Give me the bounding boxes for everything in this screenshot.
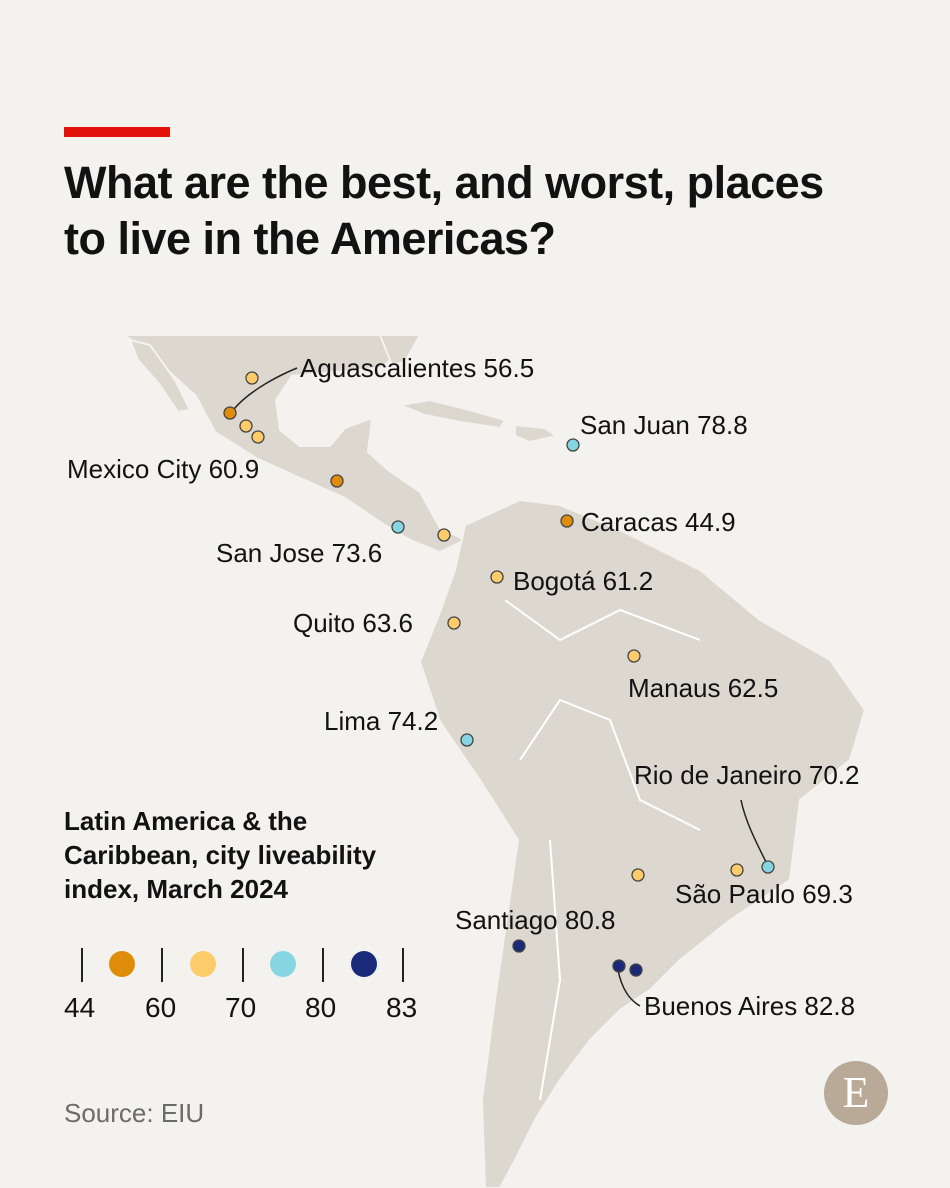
- dot-unlabeled-montevideo: [629, 963, 643, 977]
- legend-swatch-44-60: [109, 951, 135, 977]
- label-sao-paulo: São Paulo 69.3: [675, 879, 853, 909]
- label-san-juan: San Juan 78.8: [580, 410, 748, 440]
- label-mexico-city: Mexico City 60.9: [67, 454, 260, 484]
- legend-tick-44: 44: [64, 992, 96, 1023]
- legend-tick-70: 70: [225, 992, 257, 1023]
- economist-logo: E: [824, 1061, 888, 1125]
- label-buenos-aires: Buenos Aires 82.8: [644, 991, 856, 1021]
- legend-tick-83: 83: [386, 992, 418, 1023]
- dot-quito: [447, 616, 461, 630]
- dot-unlabeled-guatemala: [330, 474, 344, 488]
- label-caracas: Caracas 44.9: [581, 507, 736, 537]
- label-lima: Lima 74.2: [324, 706, 439, 736]
- page-title: What are the best, and worst, places to …: [64, 157, 824, 264]
- legend-title: Latin America & the Caribbean, city live…: [64, 806, 377, 904]
- dot-unlabeled-mexico-north: [245, 371, 259, 385]
- dot-unlabeled-mexico-south: [251, 430, 265, 444]
- dot-caracas: [560, 514, 574, 528]
- land-florida: [378, 334, 422, 367]
- dot-bogota: [490, 570, 504, 584]
- dot-unlabeled-panama: [437, 528, 451, 542]
- label-aguascalientes: Aguascalientes 56.5: [300, 353, 535, 383]
- label-san-jose: San Jose 73.6: [216, 538, 383, 568]
- land-hispaniola: [514, 423, 559, 444]
- label-santiago: Santiago 80.8: [455, 905, 616, 935]
- dot-san-jose: [391, 520, 405, 534]
- legend-swatches: [81, 948, 404, 982]
- dot-aguascalientes: [223, 406, 237, 420]
- legend-swatch-60-70: [190, 951, 216, 977]
- accent-bar: [64, 127, 170, 137]
- source-note: Source: EIU: [64, 1098, 205, 1128]
- land-baja: [128, 338, 192, 414]
- legend-tick-80: 80: [305, 992, 337, 1023]
- dot-lima: [460, 733, 474, 747]
- dot-manaus: [627, 649, 641, 663]
- borders: [504, 599, 701, 1101]
- leader-buenos-aires: [617, 969, 641, 1007]
- dot-mexico-city: [239, 419, 253, 433]
- label-bogota: Bogotá 61.2: [513, 566, 654, 596]
- label-rio-de-janeiro: Rio de Janeiro 70.2: [634, 760, 860, 790]
- dot-rio-de-janeiro: [761, 860, 775, 874]
- legend-tick-60: 60: [145, 992, 177, 1023]
- label-quito: Quito 63.6: [293, 608, 413, 638]
- dot-santiago: [512, 939, 526, 953]
- legend-swatch-70-80: [270, 951, 296, 977]
- leader-rio: [740, 799, 767, 863]
- dot-unlabeled-asuncion: [631, 868, 645, 882]
- land-mexico: [122, 334, 468, 554]
- legend-swatch-80-83: [351, 951, 377, 977]
- land-south-america: [418, 498, 867, 1188]
- dot-sao-paulo: [730, 863, 744, 877]
- land-cuba: [396, 398, 507, 430]
- dot-buenos-aires: [612, 959, 626, 973]
- label-manaus: Manaus 62.5: [628, 673, 779, 703]
- dot-san-juan: [566, 438, 580, 452]
- leader-aguascalientes: [233, 367, 298, 410]
